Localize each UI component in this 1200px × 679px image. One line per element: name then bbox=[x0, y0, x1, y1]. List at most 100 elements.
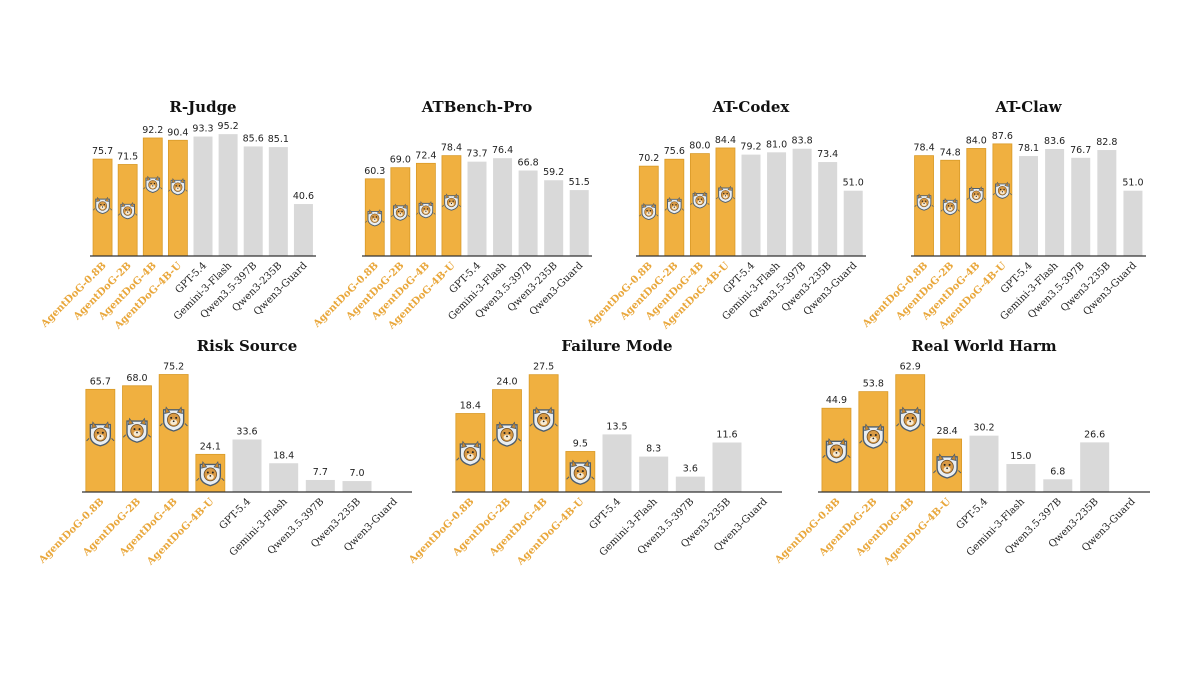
bar-value-label: 66.8 bbox=[518, 157, 539, 168]
chart-bar bbox=[142, 137, 163, 257]
bar-value-label: 76.7 bbox=[1070, 145, 1091, 156]
agentdog-logo-icon bbox=[122, 417, 152, 443]
x-tick-label: AgentDoG-0.8B bbox=[36, 496, 106, 566]
agentdog-logo-icon bbox=[456, 440, 485, 466]
bar-value-label: 85.6 bbox=[243, 133, 264, 144]
chart-bar bbox=[193, 136, 213, 256]
agentdog-logo-icon bbox=[914, 193, 934, 211]
chart-bar bbox=[167, 139, 188, 257]
bar-value-label: 81.0 bbox=[766, 139, 787, 150]
x-tick-label: AgentDoG-4B-U bbox=[145, 496, 217, 568]
bar-value-label: 7.7 bbox=[313, 467, 328, 478]
x-tick-label: AgentDoG-0.8B bbox=[773, 496, 843, 566]
bar-value-label: 75.7 bbox=[92, 146, 113, 157]
bar-value-label: 6.8 bbox=[1050, 466, 1065, 477]
bar-value-label: 75.6 bbox=[664, 146, 685, 157]
bar-value-label: 59.2 bbox=[543, 167, 564, 178]
bar-value-label: 30.2 bbox=[973, 423, 994, 434]
chart-bar bbox=[232, 439, 262, 492]
bar-value-label: 74.8 bbox=[940, 147, 961, 158]
agentdog-logo-icon bbox=[365, 209, 385, 227]
chart-bar bbox=[528, 374, 559, 493]
bar-value-label: 78.4 bbox=[441, 143, 462, 154]
bar-value-label: 70.2 bbox=[638, 153, 659, 164]
bar-value-label: 27.5 bbox=[533, 362, 554, 373]
chart-bar bbox=[712, 442, 742, 492]
chart-panel: ATBench-Pro60.3AgentDoG-0.8B69.0AgentDoG… bbox=[311, 98, 592, 332]
bar-value-label: 84.0 bbox=[966, 135, 987, 146]
agentdog-logo-icon bbox=[822, 437, 851, 464]
chart-bar bbox=[969, 435, 999, 492]
chart-bar bbox=[639, 456, 669, 492]
chart-bar bbox=[895, 374, 926, 493]
x-tick-label: GPT-5.4 bbox=[587, 496, 623, 532]
chart-bar bbox=[293, 204, 313, 256]
bar-value-label: 24.0 bbox=[496, 377, 517, 388]
agentdog-logo-icon bbox=[992, 181, 1012, 199]
agentdog-logo-icon bbox=[639, 202, 659, 221]
chart-bar bbox=[305, 479, 335, 492]
bar-value-label: 83.6 bbox=[1044, 136, 1065, 147]
chart-bar bbox=[767, 152, 787, 256]
chart-bar bbox=[218, 134, 238, 256]
chart-bar bbox=[992, 143, 1013, 257]
chart-bar bbox=[1043, 479, 1073, 492]
bar-value-label: 62.9 bbox=[900, 362, 921, 373]
agentdog-logo-icon bbox=[159, 406, 188, 432]
agentdog-logo-icon bbox=[492, 421, 522, 447]
bar-value-label: 71.5 bbox=[117, 151, 138, 162]
agentdog-logo-icon bbox=[933, 453, 962, 479]
x-tick-label: AgentDoG-0.8B bbox=[406, 496, 476, 566]
bar-value-label: 78.4 bbox=[913, 143, 934, 154]
chart-bar bbox=[792, 148, 812, 256]
bar-value-label: 51.5 bbox=[569, 177, 590, 188]
bar-value-label: 80.0 bbox=[689, 141, 710, 152]
agentdog-logo-icon bbox=[416, 201, 436, 219]
chart-bar bbox=[1006, 464, 1036, 492]
bar-value-label: 18.4 bbox=[273, 450, 294, 461]
agentdog-logo-icon bbox=[390, 203, 410, 221]
bar-value-label: 84.4 bbox=[715, 135, 736, 146]
chart-bar bbox=[518, 170, 538, 256]
chart-bar bbox=[741, 154, 761, 256]
chart-bar bbox=[158, 374, 189, 493]
x-tick-label: AgentDoG-4B-U bbox=[515, 496, 587, 568]
bar-value-label: 78.1 bbox=[1018, 143, 1039, 154]
bar-value-label: 90.4 bbox=[167, 127, 188, 138]
bar-value-label: 72.4 bbox=[415, 150, 436, 161]
bar-value-label: 68.0 bbox=[126, 373, 147, 384]
bar-value-label: 73.7 bbox=[466, 149, 487, 160]
chart-bar bbox=[243, 146, 263, 256]
bar-value-label: 51.0 bbox=[843, 178, 864, 189]
chart-panel: AT-Codex70.2AgentDoG-0.8B75.6AgentDoG-2B… bbox=[585, 98, 866, 332]
bar-value-label: 93.3 bbox=[192, 124, 213, 135]
agentdog-logo-icon bbox=[441, 193, 462, 211]
bar-value-label: 92.2 bbox=[142, 125, 163, 136]
bar-value-label: 83.8 bbox=[792, 136, 813, 147]
chart-panel: R-Judge75.7AgentDoG-0.8B71.5AgentDoG-2B9… bbox=[39, 98, 316, 332]
chart-title: AT-Claw bbox=[995, 98, 1063, 116]
agentdog-logo-icon bbox=[529, 406, 558, 432]
chart-bar bbox=[1071, 157, 1091, 256]
chart-bar bbox=[569, 190, 589, 256]
chart-panel: Failure Mode 18.4 AgentDoG-0.8B 24.0 AgentDo… bbox=[406, 337, 782, 568]
bar-value-label: 3.6 bbox=[683, 464, 698, 475]
chart-title: AT-Codex bbox=[712, 98, 791, 116]
agentdog-logo-icon bbox=[664, 196, 684, 215]
chart-bar bbox=[269, 463, 299, 492]
chart-bar bbox=[493, 158, 513, 256]
agentdog-logo-icon bbox=[92, 196, 113, 215]
bar-value-label: 51.0 bbox=[1122, 178, 1143, 189]
chart-bar bbox=[843, 190, 863, 256]
bar-value-label: 75.2 bbox=[163, 362, 184, 373]
agentdog-logo-icon bbox=[143, 175, 163, 193]
bar-value-label: 11.6 bbox=[716, 430, 737, 441]
bar-value-label: 44.9 bbox=[826, 395, 847, 406]
bar-value-label: 76.4 bbox=[492, 145, 513, 156]
bar-value-label: 8.3 bbox=[646, 444, 661, 455]
bar-value-label: 9.5 bbox=[573, 438, 588, 449]
chart-bar bbox=[1123, 190, 1143, 256]
bar-value-label: 69.0 bbox=[390, 155, 411, 166]
